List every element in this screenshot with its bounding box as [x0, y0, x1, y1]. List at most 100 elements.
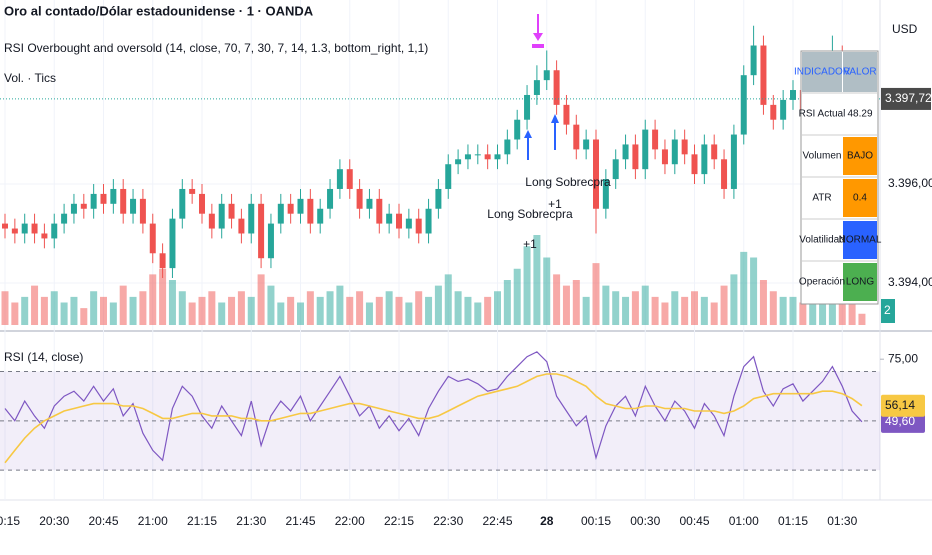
rsi-title: RSI (14, close): [4, 350, 83, 364]
volume-bar: [119, 285, 127, 325]
candle-body: [780, 99, 787, 120]
annotation-note: +1: [548, 197, 562, 211]
table-header: VALOR: [843, 67, 876, 78]
x-tick-label: 00:30: [630, 514, 660, 528]
candle-body: [415, 218, 422, 234]
candle-body: [455, 159, 462, 165]
volume-bar: [484, 296, 492, 325]
candle-body: [70, 203, 77, 214]
volume-bar: [385, 291, 393, 325]
candle-body: [100, 193, 107, 204]
candle-body: [524, 94, 531, 120]
candle-body: [612, 159, 619, 180]
candle-body: [110, 188, 117, 204]
volume-bar: [503, 280, 511, 325]
candle-body: [691, 154, 698, 175]
volume-bar: [543, 257, 551, 325]
candle-body: [593, 139, 599, 209]
volume-bar: [641, 285, 649, 325]
volume-bar: [838, 291, 846, 325]
volume-bar: [681, 296, 689, 325]
candle-body: [317, 208, 324, 224]
candle-body: [41, 233, 48, 239]
x-tick-label: 21:00: [138, 514, 168, 528]
table-value: 48.29: [847, 109, 872, 120]
table-value: BAJO: [847, 151, 873, 162]
volume-bar: [80, 308, 88, 325]
volume-bar: [592, 263, 600, 325]
last-value-label: 49,60: [885, 414, 915, 428]
volume-bar: [789, 296, 797, 325]
candle-body: [267, 223, 274, 259]
volume-bar: [779, 296, 787, 325]
volume-bar: [346, 296, 354, 325]
table-value-cell: [843, 179, 877, 217]
candle-body: [139, 198, 146, 224]
candle-body: [474, 154, 481, 156]
marks: 3.394,000 3.396,000 20:15 20:30 20:45 21:00 21…: [0, 0, 932, 528]
volume-bar: [759, 280, 767, 325]
candle-body: [376, 198, 383, 224]
candle-body: [504, 139, 511, 155]
candle-body: [602, 179, 609, 209]
volume-bar: [612, 291, 620, 325]
indicator-title: RSI Overbought and oversold (14, close, …: [4, 41, 428, 55]
chart-title: Oro al contado/Dólar estadounidense · 1 …: [4, 3, 314, 18]
x-tick-label: 20:15: [0, 514, 20, 528]
volume-bar: [50, 291, 58, 325]
rsi-line: [4, 351, 863, 462]
currency: USD: [892, 22, 918, 36]
volume-bar: [691, 291, 698, 325]
candle-body: [179, 188, 186, 219]
candle-body: [563, 104, 570, 125]
table-label: Volumen: [803, 151, 842, 162]
candle-body: [464, 154, 471, 160]
volume-bar: [287, 296, 295, 325]
volume-bar: [671, 291, 679, 325]
candle-body: [642, 129, 649, 170]
volume-bar: [523, 246, 531, 325]
volume-bar: [474, 302, 482, 325]
last-volume-label: 2: [884, 303, 891, 317]
volume-bar: [129, 296, 137, 325]
volume-bar: [740, 251, 748, 325]
table-body: RSI Actual 48.29 Volumen BAJO ATR 0.4 Volatili…: [799, 92, 882, 301]
y-tick-label: 3.394,000: [888, 275, 932, 289]
rsi-line: [4, 373, 863, 464]
last-price-label: 3.397,720: [885, 91, 932, 105]
candle-body: [277, 203, 284, 224]
table-value-cell: [843, 263, 877, 301]
x-tick-label: 21:30: [236, 514, 266, 528]
volume-bar: [809, 291, 817, 325]
x-tick-label: 22:30: [433, 514, 463, 528]
x-tick-label: 20:30: [39, 514, 69, 528]
volume-bar: [188, 302, 196, 325]
x-tick-label: 01:15: [778, 514, 808, 528]
volume-bar: [139, 291, 147, 325]
volume-bar: [40, 296, 48, 325]
last-price-box: [881, 87, 931, 110]
candle-body: [790, 90, 796, 100]
table-label: ATR: [812, 193, 831, 204]
volume-bar: [799, 302, 807, 325]
volume-bar: [277, 302, 285, 325]
volume-bar: [494, 291, 501, 325]
annotation-note: +1: [523, 237, 537, 251]
candle-body: [208, 213, 215, 229]
candle-body: [730, 134, 737, 189]
volume-bar: [70, 296, 78, 325]
candle-body: [533, 80, 540, 95]
volume-bar: [602, 285, 610, 325]
volume-bar: [425, 296, 433, 325]
candle-body: [90, 193, 97, 209]
volume-bar: [464, 296, 472, 325]
candle-body: [396, 213, 402, 229]
volume-bar: [21, 296, 29, 325]
volume-bar: [218, 302, 226, 325]
volume-bar: [326, 291, 334, 325]
candle-body: [405, 218, 412, 229]
volume-bar: [149, 274, 157, 325]
candle-body: [661, 149, 668, 165]
volume-bar: [720, 285, 728, 325]
annotation: Long Sobrecpra: [487, 207, 573, 221]
